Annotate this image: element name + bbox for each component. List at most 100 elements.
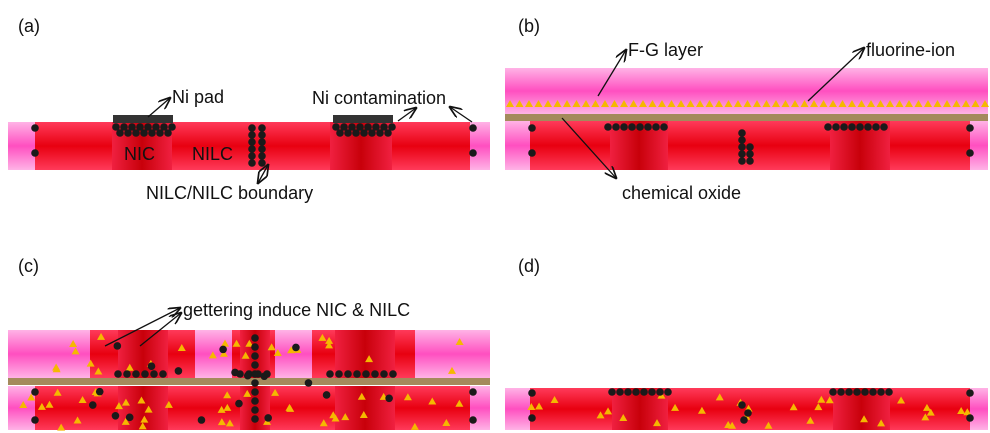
ni-atom [31,149,39,157]
ni-atom [251,361,259,369]
ni-atom [966,124,974,132]
ni-atom [660,123,668,131]
ni-atom [380,370,388,378]
ni-atom [132,370,140,378]
ni-atom [738,136,746,144]
ni-atom [258,152,266,160]
ni-atom [385,395,393,403]
ni-atom [235,400,243,408]
ni-atom [251,343,259,351]
ni-atom [966,414,974,422]
ni-atom [864,123,872,131]
ni-atom [652,123,660,131]
figure: (a) Ni pad Ni contamination NIC NILC NIL… [0,0,990,433]
ni-atom [219,346,227,354]
ni-atom [344,129,352,137]
ni-atom [469,416,477,424]
ni-atom [469,149,477,157]
ni-atom [140,129,148,137]
ni-atom [335,370,343,378]
ni-atom [344,370,352,378]
ni-atom [744,409,752,417]
ni-atom [292,344,300,352]
ni-atom [124,129,132,137]
ni-atom [126,414,134,422]
panel-label: (b) [518,16,540,36]
ni-atom [648,388,656,396]
ni-atom [114,370,122,378]
ni-atom [251,352,259,360]
ni-atom [856,123,864,131]
ni-atom [604,123,612,131]
ni-atom [738,150,746,158]
ni-atom [869,388,877,396]
ni-atom [175,367,183,375]
ni-atom [738,157,746,165]
ni-atom [644,123,652,131]
ni-atom [740,416,748,424]
annotation: fluorine-ion [866,40,955,60]
ni-atom [877,388,885,396]
annotation: gettering induce NIC & NILC [183,300,410,320]
ni-atom [738,143,746,151]
ni-atom [251,388,259,396]
ni-atom [258,145,266,153]
ni-atom [640,388,648,396]
ni-atom [880,123,888,131]
ni-atom [251,406,259,414]
ni-atom [837,388,845,396]
oxide [505,114,988,121]
ni-atom [198,416,206,424]
ni-atom [31,388,39,396]
ni-atom [829,388,837,396]
ni-atom [376,129,384,137]
ni-atom [371,370,379,378]
ni-atom [656,388,664,396]
ni-atom [164,129,172,137]
ni-pad [333,115,393,123]
ni-atom [528,149,536,157]
ni-atom [114,342,122,350]
ni-atom [258,124,266,132]
ni-atom [368,129,376,137]
ni-atom [244,372,252,380]
annotation: F-G layer [628,40,703,60]
nic-region [335,386,395,430]
ni-atom [861,388,869,396]
ni-atom [264,414,272,422]
ni-atom [608,388,616,396]
ni-atom [248,138,256,146]
ni-atom [824,123,832,131]
ni-atom [620,123,628,131]
ni-atom [251,379,259,387]
ni-atom [616,388,624,396]
ni-atom [31,416,39,424]
ni-atom [746,143,754,151]
ni-atom [260,372,268,380]
ni-atom [353,370,361,378]
annotation: Ni contamination [312,88,446,108]
ni-atom [746,157,754,165]
ni-atom [251,334,259,342]
ni-atom [251,370,259,378]
ni-atom [853,388,861,396]
ni-atom [664,388,672,396]
arrow [450,107,472,122]
ni-atom [112,412,120,420]
panel-label: (c) [18,256,39,276]
ni-atom [323,391,331,399]
ni-atom [389,370,397,378]
ni-atom [832,123,840,131]
ni-atom [872,123,880,131]
ni-atom [132,129,140,137]
annotation: NILC/NILC boundary [146,183,313,203]
ni-atom [248,152,256,160]
ni-atom [150,370,158,378]
ni-atom [528,389,536,397]
annotation: NILC [192,144,233,164]
ni-atom [632,388,640,396]
ni-atom [148,362,156,370]
ni-atom [248,145,256,153]
ni-atom [966,389,974,397]
annotation: Ni pad [172,87,224,107]
